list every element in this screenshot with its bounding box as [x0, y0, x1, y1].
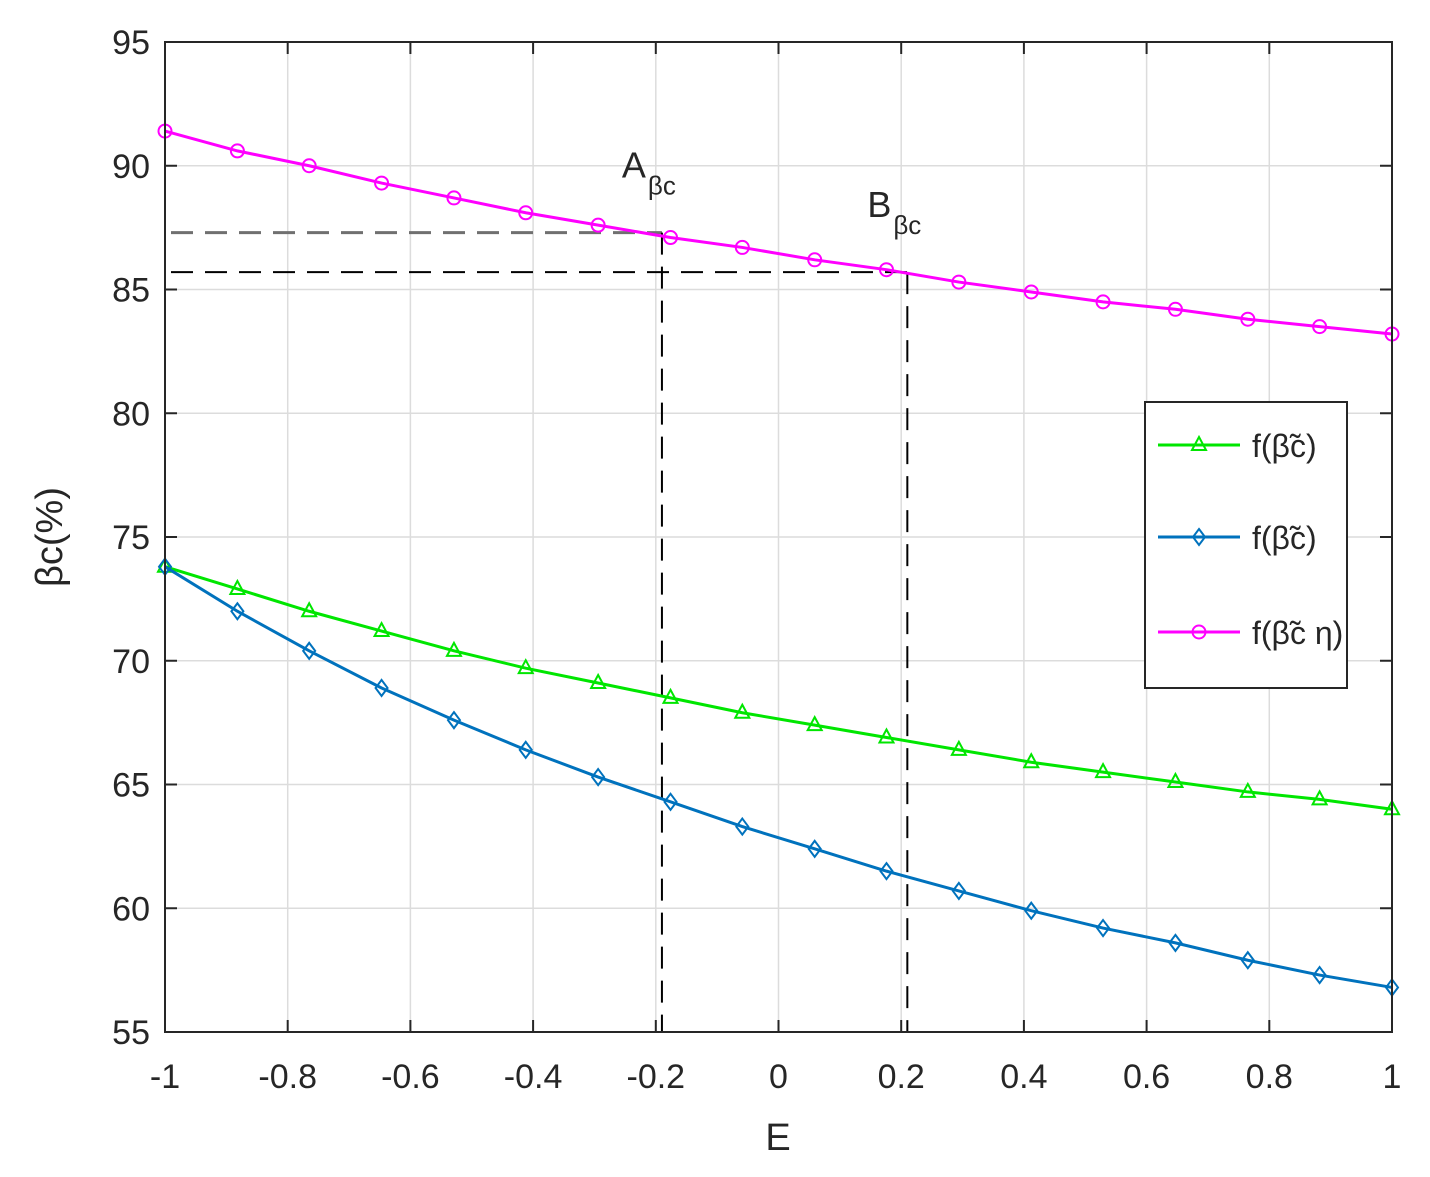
legend-label: f(β̃c)	[1252, 428, 1317, 464]
data-point-diamond	[230, 601, 245, 621]
legend-label: f(β̃c η)	[1252, 615, 1343, 651]
data-point-circle	[807, 252, 823, 268]
data-point-triangle	[445, 640, 463, 657]
data-point-circle	[1095, 294, 1111, 310]
y-tick-label: 70	[112, 643, 150, 681]
data-point-diamond	[518, 740, 533, 760]
data-point-circle	[590, 217, 606, 233]
data-point-diamond	[879, 861, 894, 881]
data-point-diamond	[1191, 527, 1207, 547]
series-3	[157, 123, 1400, 342]
data-point-circle	[229, 143, 245, 159]
data-point-diamond	[951, 881, 967, 901]
data-point-diamond	[301, 641, 317, 661]
y-axis-label: βc(%)	[29, 487, 71, 587]
data-point-triangle	[228, 578, 247, 595]
data-point-triangle	[300, 601, 318, 618]
data-point-diamond	[590, 767, 606, 787]
x-tick-label: -0.4	[504, 1058, 563, 1096]
data-point-circle	[663, 230, 679, 246]
legend-item: f(β̃c η)	[1158, 615, 1343, 651]
data-point-circle	[518, 205, 534, 221]
data-point-triangle	[877, 727, 896, 744]
series-line	[164, 565, 1393, 989]
data-point-triangle	[517, 658, 535, 675]
x-tick-label: 0.6	[1123, 1058, 1170, 1096]
annotation-label: A	[622, 145, 646, 186]
y-tick-label: 90	[112, 148, 150, 186]
x-tick-label: 0.4	[1000, 1058, 1047, 1096]
y-tick-label: 60	[112, 890, 150, 928]
data-point-diamond	[1312, 965, 1327, 985]
legend-item: f(β̃c)	[1158, 428, 1317, 464]
x-tick-label: 0.8	[1246, 1058, 1293, 1096]
legend-box	[1144, 401, 1348, 689]
annotation-subscript: βc	[893, 210, 921, 240]
data-point-diamond	[735, 816, 750, 837]
legend-item: f(β̃c)	[1158, 520, 1317, 556]
data-point-diamond	[1240, 950, 1256, 970]
x-tick-label: 1	[1383, 1058, 1402, 1096]
x-tick-label: -0.6	[381, 1058, 440, 1096]
data-point-circle	[374, 175, 390, 191]
data-point-triangle	[589, 672, 607, 690]
data-point-triangle	[950, 739, 968, 756]
data-point-triangle	[1190, 434, 1208, 451]
data-point-circle	[951, 274, 967, 290]
x-tick-label: 0.2	[878, 1058, 925, 1096]
y-tick-label: 75	[112, 519, 150, 557]
data-point-diamond	[663, 792, 678, 812]
series-line	[164, 129, 1393, 336]
data-point-circle	[1167, 301, 1183, 317]
data-point-circle	[1191, 624, 1207, 640]
legend-label: f(β̃c)	[1252, 520, 1317, 556]
data-point-triangle	[372, 620, 391, 638]
data-point-triangle	[1239, 781, 1257, 798]
data-point-diamond	[1168, 933, 1183, 953]
data-point-triangle	[1310, 789, 1329, 806]
y-tick-label: 65	[112, 767, 150, 805]
annotation-guides	[171, 231, 909, 1032]
y-tick-label: 85	[112, 272, 150, 310]
legend: f(β̃c) f(β̃c) f(β̃c η)	[1144, 401, 1348, 689]
annotation-subscript: βc	[648, 171, 676, 201]
x-tick-label: -0.8	[258, 1058, 317, 1096]
series-2	[157, 557, 1400, 998]
data-point-circle	[1023, 284, 1039, 300]
data-point-diamond	[1024, 901, 1039, 921]
series-line	[164, 565, 1393, 811]
data-point-diamond	[1095, 918, 1111, 938]
x-tick-label: 0	[769, 1058, 788, 1096]
x-tick-label: -1	[150, 1058, 180, 1096]
series-layer	[156, 123, 1401, 998]
data-point-diamond	[374, 678, 389, 698]
axis-ticks: -1 -0.8 -0.6 -0.4 -0.2 0 0.2 0.4 0.6 0.8 1 55 60 65 70…	[112, 24, 1401, 1096]
x-axis-label: E	[765, 1117, 790, 1159]
data-point-circle	[1240, 311, 1256, 327]
y-tick-label: 95	[112, 24, 150, 62]
data-point-diamond	[807, 839, 822, 859]
y-tick-label: 55	[112, 1014, 150, 1052]
data-point-circle	[446, 190, 462, 206]
x-tick-label: -0.2	[627, 1058, 686, 1096]
data-point-diamond	[446, 710, 462, 730]
data-point-circle	[734, 239, 750, 255]
data-point-triangle	[661, 687, 680, 704]
data-point-triangle	[806, 714, 824, 732]
legend-items: f(β̃c) f(β̃c) f(β̃c η)	[1158, 428, 1343, 651]
data-point-triangle	[1022, 752, 1040, 769]
data-point-triangle	[1166, 771, 1185, 789]
data-point-triangle	[733, 702, 751, 719]
y-tick-label: 80	[112, 395, 150, 433]
data-point-circle	[301, 158, 317, 174]
data-point-circle	[878, 262, 894, 278]
series-1	[156, 556, 1401, 816]
data-point-triangle	[1094, 762, 1112, 779]
annotation-label: B	[867, 184, 891, 225]
data-point-circle	[1312, 319, 1328, 335]
